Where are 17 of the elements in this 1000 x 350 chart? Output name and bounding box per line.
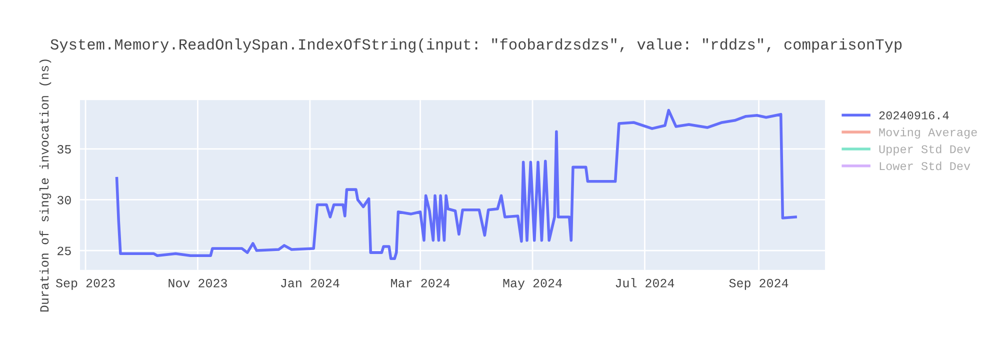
x-tick-label: Sep 2024	[729, 278, 788, 290]
x-tick-label: Sep 2023	[56, 278, 115, 290]
legend-label: Upper Std Dev	[879, 144, 970, 156]
x-tick-label: Nov 2023	[168, 278, 227, 288]
x-tick-label: Jul 2024	[616, 278, 674, 288]
chart-title: System.Memory.ReadOnlySpan.IndexOfString(input: "foobardzsdzs", value: "rddzs", comparisonTyp	[50, 38, 902, 53]
x-tick-label: May 2024	[503, 278, 562, 290]
y-tick-label: 30	[57, 196, 71, 204]
line-series	[115, 108, 797, 260]
x-tick-label: Jan 2024	[281, 278, 340, 288]
x-tick-label: Mar 2024	[391, 278, 450, 288]
legend-label: Moving Average	[879, 128, 977, 139]
y-tick-label: 35	[57, 145, 71, 154]
legend-label: Lower Std Dev	[880, 161, 970, 170]
y-axis-title: Duration of single invocation (ns)	[39, 60, 52, 312]
y-tick-label: 25	[58, 246, 71, 256]
legend-label: 20240916.4	[879, 111, 949, 120]
